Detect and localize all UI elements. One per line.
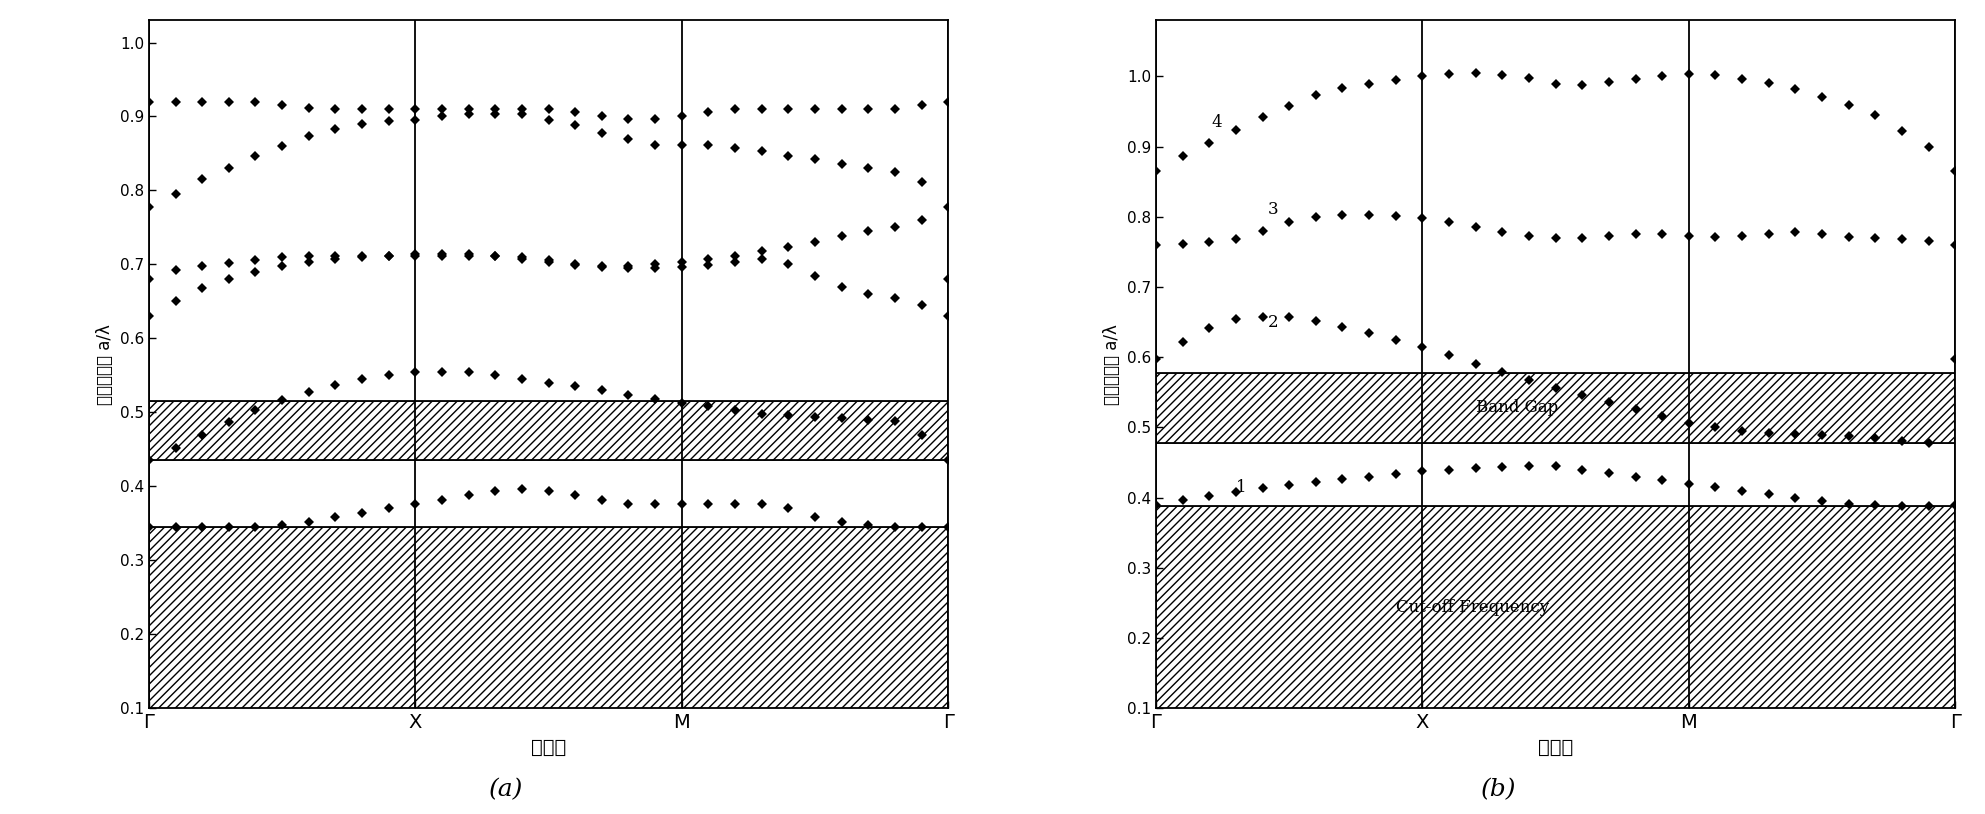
- Text: Cut-off Frequency: Cut-off Frequency: [1395, 598, 1548, 615]
- Bar: [149, 527, 949, 708]
- X-axis label: 波矢量: 波矢量: [530, 737, 566, 756]
- Text: 2: 2: [1268, 313, 1278, 330]
- Text: Band Gap: Band Gap: [1475, 400, 1558, 416]
- Text: 3: 3: [1268, 201, 1278, 218]
- X-axis label: 波矢量: 波矢量: [1538, 737, 1574, 756]
- Text: (a): (a): [488, 778, 524, 801]
- Y-axis label: 归一化频率 a/λ: 归一化频率 a/λ: [95, 324, 115, 405]
- Bar: [1155, 373, 1955, 443]
- Y-axis label: 归一化频率 a/λ: 归一化频率 a/λ: [1104, 324, 1122, 405]
- Bar: [149, 401, 949, 461]
- Bar: [1155, 506, 1955, 708]
- Text: 1: 1: [1237, 479, 1247, 496]
- Text: (b): (b): [1481, 778, 1517, 801]
- Text: 4: 4: [1213, 114, 1223, 130]
